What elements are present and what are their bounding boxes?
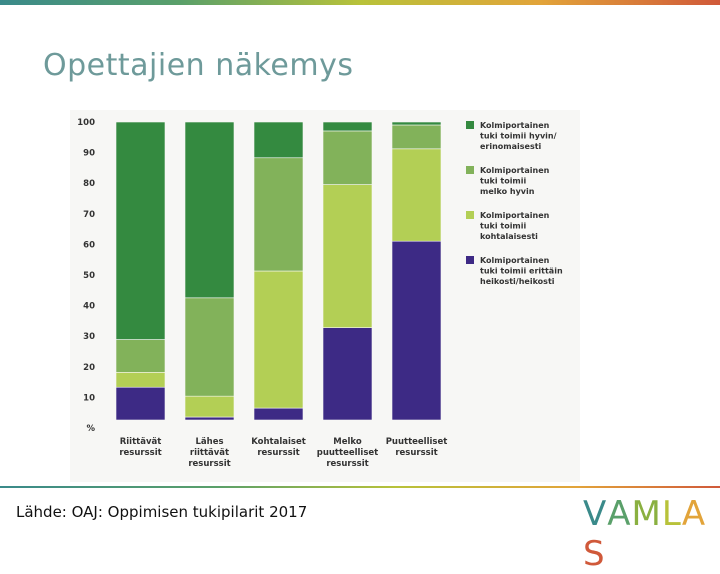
bar-segment bbox=[391, 148, 442, 242]
vamlas-logo: VAMLAS bbox=[583, 494, 720, 574]
y-tick-label: 20 bbox=[83, 363, 95, 373]
legend-label: Kolmiportainen bbox=[480, 166, 550, 175]
x-category-label: Kohtalaiset bbox=[251, 437, 306, 447]
bar-segment bbox=[322, 327, 373, 421]
legend-swatch bbox=[466, 211, 474, 219]
bar-segment bbox=[391, 124, 442, 150]
legend-label: tuki toimii hyvin/ bbox=[480, 132, 557, 141]
logo-letter: S bbox=[583, 534, 606, 574]
logo-letter: M bbox=[631, 494, 662, 534]
legend-label: Kolmiportainen bbox=[480, 121, 550, 130]
y-tick-label: 40 bbox=[83, 302, 95, 312]
x-category-label: resurssit bbox=[188, 459, 230, 469]
y-tick-label: 30 bbox=[83, 332, 95, 342]
y-tick-label: % bbox=[86, 424, 95, 434]
stacked-bar-chart: 100908070605040302010%Riittävätresurssit… bbox=[77, 118, 563, 469]
y-tick-label: 10 bbox=[83, 393, 95, 403]
bar-segment bbox=[253, 121, 304, 159]
bar-segment bbox=[115, 372, 166, 388]
y-tick-label: 80 bbox=[83, 179, 95, 189]
logo-letter: A bbox=[681, 494, 707, 534]
bar-segment bbox=[253, 270, 304, 409]
x-category-label: riittävät bbox=[190, 448, 229, 458]
logo-letter: V bbox=[583, 494, 608, 534]
bar-segment bbox=[184, 395, 235, 418]
bar-segment bbox=[115, 339, 166, 373]
bar-segment bbox=[322, 130, 373, 185]
x-category-label: resurssit bbox=[395, 448, 437, 458]
bar-segment bbox=[322, 184, 373, 328]
y-tick-label: 50 bbox=[83, 271, 95, 281]
legend-label: Kolmiportainen bbox=[480, 256, 550, 265]
bar-segment bbox=[253, 407, 304, 421]
x-category-label: Melko bbox=[333, 437, 362, 447]
chart-panel: 100 90 80 70 60 50 40 30 20 10% Riittävät resurssit… bbox=[70, 110, 580, 482]
source-citation: Lähde: OAJ: Oppimisen tukipilarit 2017 bbox=[16, 503, 308, 521]
bar-segment bbox=[184, 297, 235, 397]
x-category-label: Riittävät bbox=[120, 437, 162, 447]
legend-label: melko hyvin bbox=[480, 187, 535, 196]
legend-label: erinomaisesti bbox=[480, 142, 542, 151]
legend-label: heikosti/heikosti bbox=[480, 277, 555, 286]
x-category-label: Puutteelliset bbox=[386, 437, 448, 447]
bar-segment bbox=[184, 121, 235, 299]
bar-segment bbox=[115, 121, 166, 340]
bar-segment bbox=[184, 416, 235, 421]
legend-swatch bbox=[466, 166, 474, 174]
page-title: Opettajien näkemys bbox=[43, 48, 354, 83]
legend-label: tuki toimii bbox=[480, 177, 527, 186]
bar-segment bbox=[391, 121, 442, 126]
bar-segment bbox=[253, 157, 304, 272]
logo-letter: A bbox=[607, 494, 632, 534]
legend-swatch bbox=[466, 121, 474, 129]
bar-segment bbox=[322, 121, 373, 132]
legend-label: kohtalaisesti bbox=[480, 232, 538, 241]
y-tick-label: 70 bbox=[83, 210, 95, 220]
x-category-label: resurssit bbox=[326, 459, 368, 469]
legend-label: Kolmiportainen bbox=[480, 211, 550, 220]
legend-swatch bbox=[466, 256, 474, 264]
bar-segment bbox=[391, 240, 442, 421]
x-category-label: resurssit bbox=[119, 448, 161, 458]
x-category-label: puutteelliset bbox=[317, 448, 378, 458]
legend-label: tuki toimii erittäin bbox=[480, 267, 563, 276]
logo-letter: L bbox=[661, 494, 682, 534]
y-tick-label: 60 bbox=[83, 240, 95, 250]
footer-divider bbox=[0, 486, 720, 488]
x-category-label: resurssit bbox=[257, 448, 299, 458]
y-tick-label: 90 bbox=[83, 149, 95, 159]
top-color-stripe bbox=[0, 0, 720, 5]
y-tick-label: 100 bbox=[77, 118, 95, 128]
bar-segment bbox=[115, 386, 166, 421]
x-category-label: Lähes bbox=[195, 437, 223, 447]
legend-label: tuki toimii bbox=[480, 222, 527, 231]
